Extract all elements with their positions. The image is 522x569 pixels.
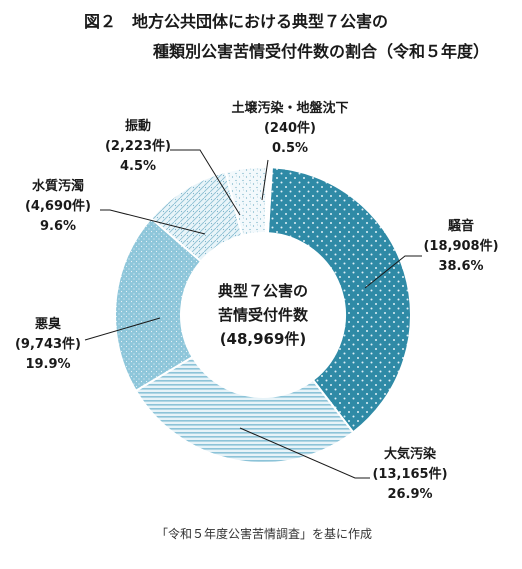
label-dojo-percent: 0.5%: [272, 141, 308, 156]
chart-title-line1: 図２ 地方公共団体における典型７公害の: [84, 12, 388, 31]
label-taiki-percent: 26.9%: [387, 487, 432, 502]
label-shindo-percent: 4.5%: [120, 159, 156, 174]
donut-slices: [114, 166, 412, 464]
center-label-line3: (48,969件): [220, 330, 307, 348]
label-taiki-count: (13,165件): [372, 466, 447, 482]
donut-slice-akushu: [114, 216, 203, 393]
label-soon-percent: 38.6%: [438, 259, 483, 274]
label-suishitsu-name: 水質汚濁: [32, 178, 84, 194]
label-soon-count: (18,908件): [423, 238, 498, 254]
donut-slice-soon: [266, 166, 412, 434]
leader-line-dojo: [261, 159, 269, 201]
label-suishitsu-percent: 9.6%: [40, 219, 76, 234]
label-suishitsu-count: (4,690件): [25, 198, 91, 214]
label-akushu-name: 悪臭: [35, 316, 61, 332]
center-label-line2: 苦情受付件数: [218, 306, 309, 324]
label-akushu-percent: 19.9%: [25, 357, 70, 372]
source-note: 「令和５年度公害苦情調査」を基に作成: [156, 526, 372, 541]
label-shindo-count: (2,223件): [105, 138, 171, 154]
leader-line-suishitsu: [100, 209, 206, 235]
label-akushu-count: (9,743件): [15, 336, 81, 352]
donut-slice-taiki: [134, 355, 355, 464]
leader-line-shindo: [170, 149, 241, 216]
leader-line-soon: [364, 255, 422, 289]
label-taiki-name: 大気汚染: [384, 446, 437, 462]
chart-title-line2: 種類別公害苦情受付件数の割合（令和５年度）: [153, 42, 489, 61]
label-soon-name: 騒音: [447, 218, 474, 234]
donut-slice-dojo: [264, 166, 273, 235]
label-dojo-count: (240件): [264, 120, 316, 136]
leader-line-taiki: [239, 427, 370, 479]
leader-line-akushu: [84, 317, 161, 341]
center-label-line1: 典型７公害の: [218, 282, 308, 300]
label-shindo-name: 振動: [125, 118, 151, 134]
label-dojo-name: 土壌汚染・地盤沈下: [231, 100, 348, 116]
